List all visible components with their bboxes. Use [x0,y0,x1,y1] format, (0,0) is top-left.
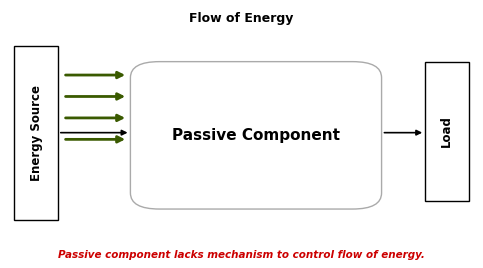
Text: Energy Source: Energy Source [30,85,43,181]
Text: Passive Component: Passive Component [172,128,340,143]
Text: Passive component lacks mechanism to control flow of energy.: Passive component lacks mechanism to con… [58,250,425,260]
FancyBboxPatch shape [130,62,382,209]
FancyBboxPatch shape [425,62,469,201]
Text: Flow of Energy: Flow of Energy [189,12,294,25]
FancyBboxPatch shape [14,46,58,220]
Text: Load: Load [440,116,453,147]
